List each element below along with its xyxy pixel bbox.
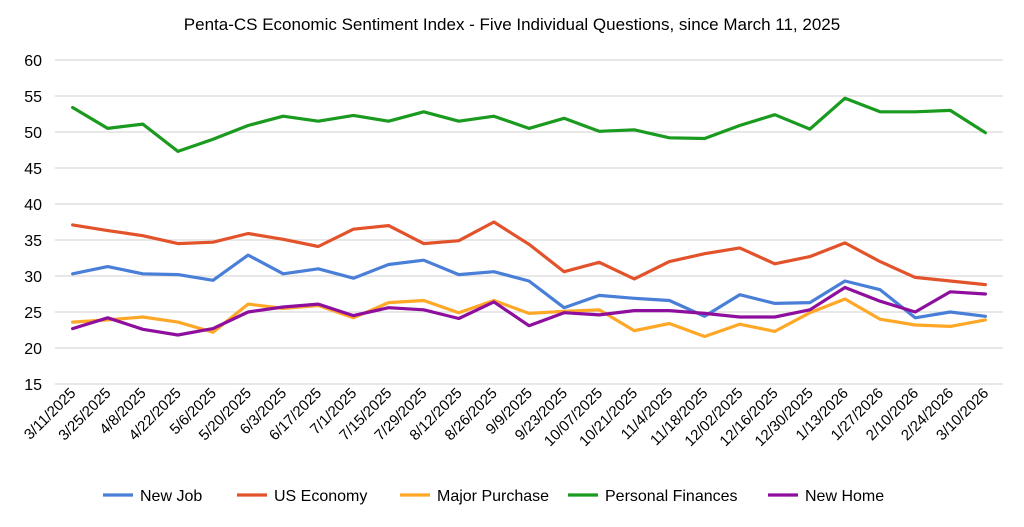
y-tick-label: 15 xyxy=(24,377,42,394)
chart-title: Penta-CS Economic Sentiment Index - Five… xyxy=(184,15,840,34)
legend-item: New Home xyxy=(768,488,884,505)
legend-label: New Job xyxy=(140,488,202,505)
y-tick-label: 60 xyxy=(24,53,42,70)
x-axis-ticks: 3/11/20253/25/20254/8/20254/22/20255/6/2… xyxy=(21,385,992,450)
y-tick-label: 30 xyxy=(24,269,42,286)
y-tick-label: 25 xyxy=(24,305,42,322)
y-axis-ticks: 15 20 25 30 35 40 45 50 55 60 xyxy=(24,53,42,394)
y-tick-label: 35 xyxy=(24,233,42,250)
y-tick-label: 55 xyxy=(24,89,42,106)
y-tick-label: 20 xyxy=(24,341,42,358)
legend-item: Personal Finances xyxy=(568,488,738,505)
legend-label: Personal Finances xyxy=(605,488,738,505)
legend-item: Major Purchase xyxy=(400,488,549,505)
y-tick-label: 45 xyxy=(24,161,42,178)
y-tick-label: 40 xyxy=(24,197,42,214)
series-line-major-purchase xyxy=(70,297,988,339)
gridlines xyxy=(55,59,1003,385)
legend-label: New Home xyxy=(805,488,884,505)
legend-label: US Economy xyxy=(274,488,367,505)
legend-item: New Job xyxy=(103,488,202,505)
series-lines xyxy=(70,96,988,339)
legend-item: US Economy xyxy=(237,488,367,505)
series-line-new-job xyxy=(70,253,988,320)
legend-label: Major Purchase xyxy=(437,488,549,505)
series-line-us-economy xyxy=(70,220,988,287)
series-line-new-home xyxy=(70,285,988,337)
y-tick-label: 50 xyxy=(24,125,42,142)
series-line-personal-finances xyxy=(70,96,988,153)
legend: New Job US Economy Major Purchase Personal … xyxy=(103,488,884,505)
